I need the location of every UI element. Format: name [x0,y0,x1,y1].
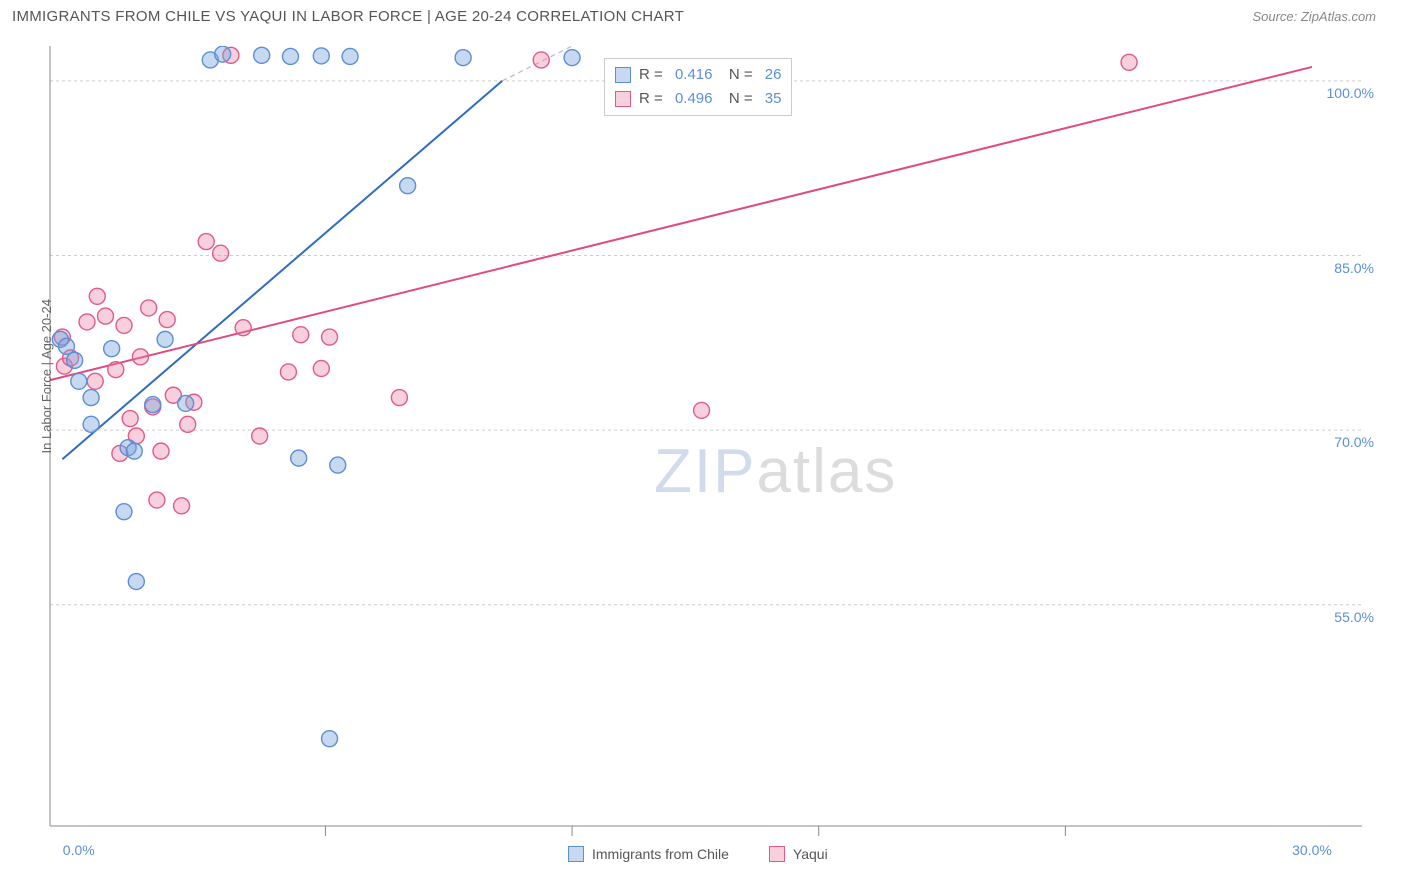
scatter-plot-svg [44,46,1374,844]
n-label: N = [720,87,756,111]
legend-swatch-icon [568,846,584,862]
y-tick-label: 55.0% [1334,609,1374,625]
y-tick-label: 85.0% [1334,260,1374,276]
r-label: R = [639,63,667,87]
n-label: N = [720,63,756,87]
legend-entry: Immigrants from Chile [568,846,729,862]
stats-row: R = 0.496 N = 35 [615,87,781,111]
x-tick-label: 0.0% [63,842,95,858]
chart-title: IMMIGRANTS FROM CHILE VS YAQUI IN LABOR … [12,8,684,25]
n-value: 26 [765,63,782,87]
legend-label: Immigrants from Chile [592,846,729,862]
stats-row: R = 0.416 N = 26 [615,63,781,87]
series-legend: Immigrants from Chile Yaqui [568,846,828,862]
n-value: 35 [765,87,782,111]
correlation-stats-box: R = 0.416 N = 26R = 0.496 N = 35 [604,58,792,116]
legend-swatch-icon [615,91,631,107]
y-axis-title: In Labor Force | Age 20-24 [39,299,54,453]
y-tick-label: 100.0% [1327,85,1374,101]
chart-header: IMMIGRANTS FROM CHILE VS YAQUI IN LABOR … [0,0,1406,31]
x-tick-label: 30.0% [1292,842,1332,858]
r-value: 0.416 [675,63,713,87]
r-value: 0.496 [675,87,713,111]
chart-source: Source: ZipAtlas.com [1252,9,1376,24]
legend-swatch-icon [615,67,631,83]
y-tick-label: 70.0% [1334,434,1374,450]
legend-swatch-icon [769,846,785,862]
legend-entry: Yaqui [769,846,828,862]
r-label: R = [639,87,667,111]
legend-label: Yaqui [793,846,828,862]
plot-container: In Labor Force | Age 20-24 55.0%70.0%85.… [44,46,1374,826]
